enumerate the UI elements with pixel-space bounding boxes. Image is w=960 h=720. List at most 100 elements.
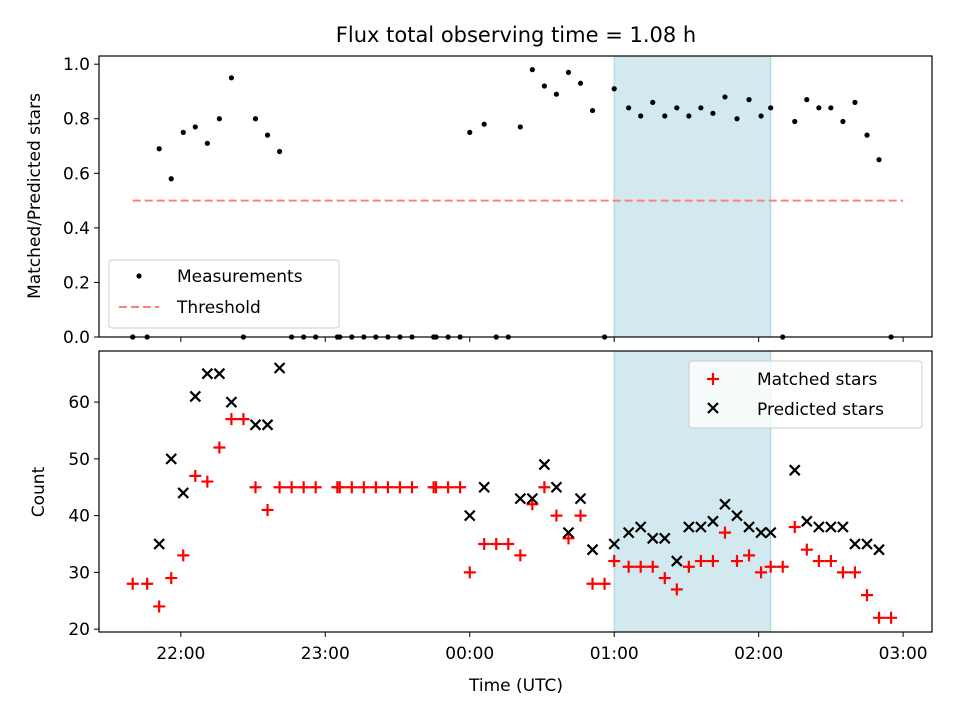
measurement-point bbox=[662, 113, 668, 119]
predicted-star-point bbox=[813, 521, 825, 533]
predicted-star-point bbox=[695, 521, 707, 533]
matched-star-point bbox=[562, 532, 575, 545]
legend-predicted-label: Predicted stars bbox=[757, 400, 884, 420]
matched-star-point bbox=[201, 475, 214, 488]
matched-star-point bbox=[800, 543, 813, 556]
top-legend-box bbox=[108, 259, 340, 329]
predicted-star-point bbox=[608, 538, 620, 550]
top-ytick-label: 0.2 bbox=[63, 273, 90, 293]
matched-star-point bbox=[730, 555, 743, 568]
bottom-xtick-label: 00:00 bbox=[445, 644, 494, 664]
measurement-point bbox=[467, 129, 473, 135]
matched-star-point bbox=[812, 555, 825, 568]
matched-star-point bbox=[670, 583, 683, 596]
matched-star-point bbox=[273, 481, 286, 494]
matched-star-point bbox=[213, 441, 226, 454]
top-ytick-label: 0.8 bbox=[63, 110, 90, 130]
matched-star-point bbox=[249, 481, 262, 494]
measurement-point bbox=[864, 132, 870, 138]
matched-star-point bbox=[490, 538, 503, 551]
predicted-star-point bbox=[574, 492, 587, 505]
matched-star-point bbox=[538, 481, 551, 494]
predicted-star-point bbox=[755, 526, 767, 539]
matched-star-point bbox=[393, 481, 406, 494]
predicted-star-point bbox=[801, 515, 813, 528]
bottom-ytick-label: 20 bbox=[68, 620, 90, 640]
measurement-point bbox=[589, 107, 596, 114]
matched-star-point bbox=[755, 566, 768, 579]
predicted-star-point bbox=[671, 555, 683, 567]
top-shaded-region bbox=[613, 55, 772, 338]
measurement-point bbox=[611, 86, 617, 92]
matched-star-point bbox=[586, 577, 599, 590]
measurement-point bbox=[216, 116, 222, 122]
predicted-star-point bbox=[225, 396, 238, 408]
predicted-star-point bbox=[189, 390, 202, 403]
matched-star-point bbox=[550, 509, 563, 522]
matched-star-point bbox=[873, 611, 886, 624]
top-legend: Measurements Threshold bbox=[108, 259, 340, 329]
measurement-point bbox=[816, 105, 822, 111]
measurement-point bbox=[650, 99, 656, 105]
matched-star-point bbox=[608, 555, 621, 568]
matched-star-point bbox=[743, 549, 756, 562]
matched-star-point bbox=[369, 481, 382, 494]
bottom-legend: Matched stars Predicted stars bbox=[688, 360, 923, 429]
matched-star-point bbox=[442, 481, 455, 494]
matched-star-point bbox=[126, 577, 139, 590]
measurement-point bbox=[686, 113, 692, 119]
predicted-star-point bbox=[837, 521, 849, 533]
matched-star-point bbox=[706, 555, 719, 568]
matched-star-point bbox=[514, 549, 527, 562]
matched-star-point bbox=[622, 560, 635, 573]
matched-star-point bbox=[297, 481, 310, 494]
predicted-star-point bbox=[861, 538, 873, 550]
top-y-axis-label: Matched/Predicted stars bbox=[25, 93, 45, 299]
bottom-y-axis-label: Count bbox=[29, 466, 49, 517]
legend-threshold-label: Threshold bbox=[176, 298, 261, 318]
predicted-star-point bbox=[249, 419, 262, 431]
predicted-star-point bbox=[707, 515, 719, 528]
predicted-star-point bbox=[764, 526, 777, 539]
measurement-point bbox=[529, 67, 535, 73]
measurement-point bbox=[276, 148, 283, 155]
measurement-point bbox=[758, 113, 764, 119]
matched-star-point bbox=[634, 560, 647, 573]
legend-matched-marker bbox=[707, 373, 719, 385]
measurement-point bbox=[517, 124, 523, 130]
predicted-star-point bbox=[153, 538, 165, 550]
top-ytick-label: 0.6 bbox=[63, 164, 90, 184]
matched-star-point bbox=[430, 481, 443, 494]
matched-star-point bbox=[502, 538, 515, 551]
predicted-star-point bbox=[825, 521, 837, 533]
matched-star-point bbox=[574, 509, 587, 522]
bottom-ytick-label: 60 bbox=[68, 393, 90, 413]
predicted-star-point bbox=[586, 543, 599, 556]
measurement-point bbox=[698, 105, 704, 111]
bottom-ytick-label: 50 bbox=[68, 450, 90, 470]
matched-star-point bbox=[285, 481, 298, 494]
predicted-star-point bbox=[463, 509, 476, 522]
predicted-star-point bbox=[261, 419, 274, 431]
matched-star-point bbox=[357, 481, 370, 494]
measurement-point bbox=[768, 105, 774, 111]
predicted-star-point bbox=[622, 526, 635, 539]
measurement-point bbox=[710, 110, 716, 116]
matched-star-point bbox=[788, 520, 801, 533]
matched-star-point bbox=[333, 481, 346, 494]
predicted-star-point bbox=[849, 538, 861, 550]
matched-star-point bbox=[478, 538, 491, 551]
matched-star-point bbox=[526, 498, 539, 511]
predicted-star-point bbox=[165, 453, 178, 465]
legend-measurements-label: Measurements bbox=[177, 267, 303, 287]
predicted-star-point bbox=[658, 532, 671, 545]
measurement-point bbox=[481, 121, 487, 127]
matched-star-point bbox=[261, 503, 274, 516]
measurement-point bbox=[840, 118, 846, 125]
bottom-panel: Count Time (UTC) 20 30 40 50 60 22:00 23:00 00:… bbox=[29, 350, 933, 696]
matched-star-point bbox=[177, 549, 190, 562]
matched-star-point bbox=[885, 611, 898, 624]
bottom-xtick-label: 22:00 bbox=[156, 644, 205, 664]
measurement-point bbox=[722, 94, 728, 100]
predicted-star-point bbox=[201, 367, 214, 380]
